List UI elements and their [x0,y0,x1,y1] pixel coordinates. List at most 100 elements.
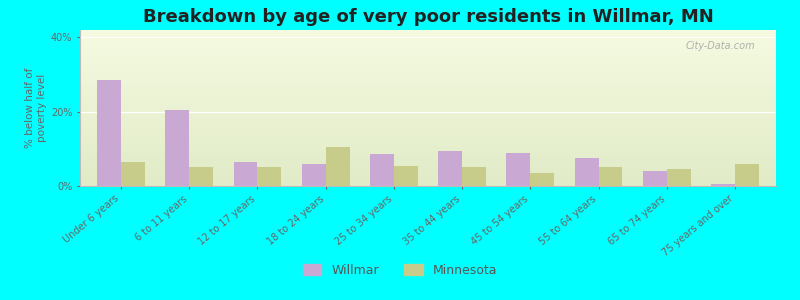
Bar [121,162,145,186]
Bar [80,64,776,66]
Bar [643,171,667,186]
Bar [80,55,776,56]
Bar [80,155,776,156]
Bar [80,75,776,77]
Bar [80,180,776,181]
Bar [80,103,776,105]
Title: Breakdown by age of very poor residents in Willmar, MN: Breakdown by age of very poor residents … [142,8,714,26]
Bar [80,175,776,177]
Bar [80,121,776,122]
Bar [80,170,776,172]
Bar [80,33,776,35]
Bar [80,50,776,52]
Bar [80,43,776,44]
Bar [80,82,776,83]
Bar [80,95,776,97]
Bar [80,146,776,147]
Bar [80,85,776,86]
Bar [506,153,530,186]
Bar [80,184,776,186]
Bar [80,130,776,131]
Bar [80,142,776,144]
Bar [80,133,776,134]
Bar [80,32,776,33]
Bar [80,35,776,36]
Bar [80,141,776,142]
Bar [80,56,776,58]
Bar [80,150,776,152]
Bar [80,83,776,85]
Bar [80,30,776,31]
Bar [80,183,776,184]
Bar [80,156,776,158]
Bar [80,61,776,63]
Bar [80,72,776,74]
Bar [80,119,776,121]
Bar [667,169,690,186]
Bar [80,124,776,125]
Bar [166,110,189,186]
Bar [438,151,462,186]
Bar [462,167,486,186]
Bar [258,167,282,186]
Bar [80,44,776,46]
Y-axis label: % below half of
poverty level: % below half of poverty level [25,68,46,148]
Bar [80,117,776,119]
Bar [80,68,776,69]
Bar [97,80,121,186]
Bar [80,69,776,70]
Bar [80,138,776,139]
Bar [80,147,776,148]
Bar [80,169,776,170]
Bar [80,134,776,136]
Bar [80,160,776,161]
Bar [80,113,776,114]
Bar [80,178,776,180]
Bar [234,162,258,186]
Bar [80,173,776,175]
Bar [189,167,213,186]
Bar [80,127,776,128]
Bar [735,164,759,186]
Bar [80,49,776,50]
Bar [80,78,776,80]
Bar [80,53,776,55]
Bar [80,163,776,164]
Bar [80,88,776,89]
Bar [80,128,776,130]
Bar [80,99,776,100]
Bar [80,161,776,163]
Bar [80,177,776,178]
Legend: Willmar, Minnesota: Willmar, Minnesota [298,259,502,282]
Bar [80,114,776,116]
Bar [80,97,776,99]
Bar [80,152,776,153]
Bar [80,106,776,108]
Bar [80,52,776,53]
Bar [530,173,554,186]
Bar [326,147,350,186]
Bar [80,47,776,49]
Bar [80,144,776,146]
Bar [80,58,776,60]
Bar [302,164,326,186]
Bar [80,66,776,68]
Bar [80,41,776,43]
Bar [80,94,776,95]
Bar [80,166,776,167]
Bar [80,91,776,92]
Bar [80,125,776,127]
Bar [80,63,776,64]
Bar [574,158,598,186]
Bar [80,181,776,183]
Bar [80,148,776,150]
Bar [80,131,776,133]
Bar [80,89,776,91]
Bar [80,139,776,141]
Bar [80,80,776,82]
Bar [80,167,776,169]
Bar [80,39,776,41]
Bar [80,92,776,94]
Bar [80,77,776,78]
Bar [80,105,776,106]
